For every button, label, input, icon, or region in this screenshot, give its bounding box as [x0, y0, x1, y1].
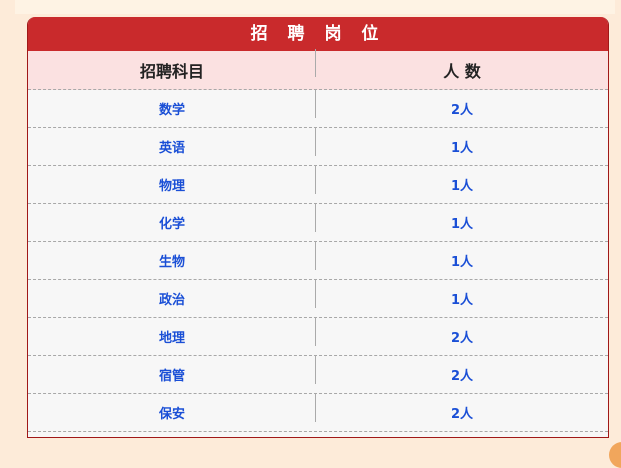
table-row: 数学 2人 [28, 90, 608, 128]
table-row: 宿管 2人 [28, 356, 608, 394]
subject-cell: 政治 [28, 280, 316, 308]
table-row: 英语 1人 [28, 128, 608, 166]
table-row: 保安 2人 [28, 394, 608, 432]
table-body: 数学 2人 英语 1人 物理 1人 化学 1人 生物 1人 政治 1人 地理 2人 宿管 2人 保安 2人 [28, 90, 608, 432]
table-row: 地理 2人 [28, 318, 608, 356]
table-row: 政治 1人 [28, 280, 608, 318]
count-cell: 1人 [450, 179, 474, 194]
count-cell: 2人 [450, 103, 474, 118]
count-cell: 2人 [450, 331, 474, 346]
subject-cell: 保安 [28, 394, 316, 422]
subject-cell: 地理 [28, 318, 316, 346]
table-title: 招 聘 岗 位 [28, 17, 608, 51]
header-count: 人 数 [443, 62, 481, 81]
subject-cell: 英语 [28, 128, 316, 156]
corner-decoration [609, 442, 621, 468]
subject-cell: 宿管 [28, 356, 316, 384]
count-cell: 2人 [450, 407, 474, 422]
table-row: 化学 1人 [28, 204, 608, 242]
table-header-row: 招聘科目 人 数 [28, 49, 608, 90]
table-row: 生物 1人 [28, 242, 608, 280]
recruitment-table: 招 聘 岗 位 招聘科目 人 数 数学 2人 英语 1人 物理 1人 化学 1人 生物 1人 政治 1… [27, 17, 609, 438]
count-cell: 2人 [450, 369, 474, 384]
count-cell: 1人 [450, 255, 474, 270]
subject-cell: 生物 [28, 242, 316, 270]
count-cell: 1人 [450, 293, 474, 308]
subject-cell: 数学 [28, 90, 316, 118]
count-cell: 1人 [450, 217, 474, 232]
table-row: 物理 1人 [28, 166, 608, 204]
subject-cell: 化学 [28, 204, 316, 232]
subject-cell: 物理 [28, 166, 316, 194]
count-cell: 1人 [450, 141, 474, 156]
header-subject: 招聘科目 [28, 49, 316, 82]
top-strip [15, 0, 615, 14]
